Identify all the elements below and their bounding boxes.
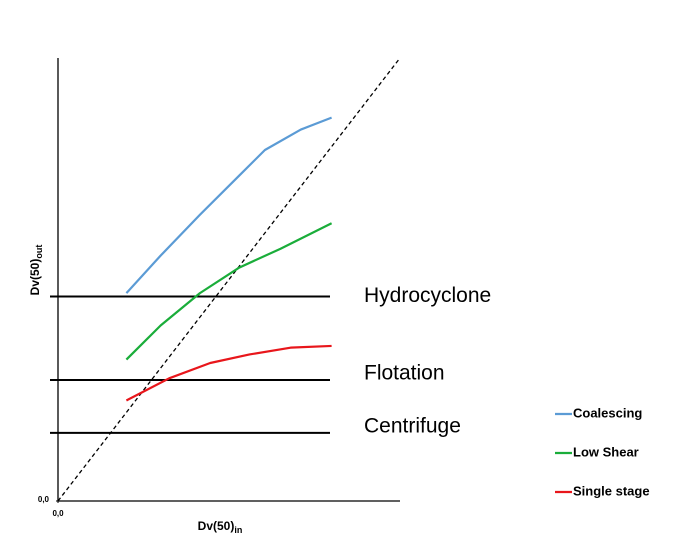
y-label-text: Dv(50) (28, 259, 42, 296)
series-line (125, 222, 333, 361)
level-label: Flotation (364, 362, 445, 385)
legend-label: Coalescing (573, 405, 642, 420)
x-label-text: Dv(50) (198, 519, 235, 533)
x-axis-label: Dv(50)in (198, 519, 243, 535)
y-label-subscript: out (34, 245, 44, 259)
series-line (125, 344, 332, 402)
level-label: Centrifuge (364, 414, 461, 437)
legend-label: Low Shear (573, 444, 639, 459)
y-axis-label: Dv(50)out (28, 245, 44, 296)
y-tick-label: 0,0 (38, 495, 50, 504)
level-label: Hydrocyclone (364, 284, 491, 307)
series-line (125, 116, 332, 294)
legend-label: Single stage (573, 483, 650, 498)
x-tick-label: 0,0 (52, 509, 64, 518)
x-label-subscript: in (234, 525, 242, 535)
diagonal-line (57, 57, 401, 502)
